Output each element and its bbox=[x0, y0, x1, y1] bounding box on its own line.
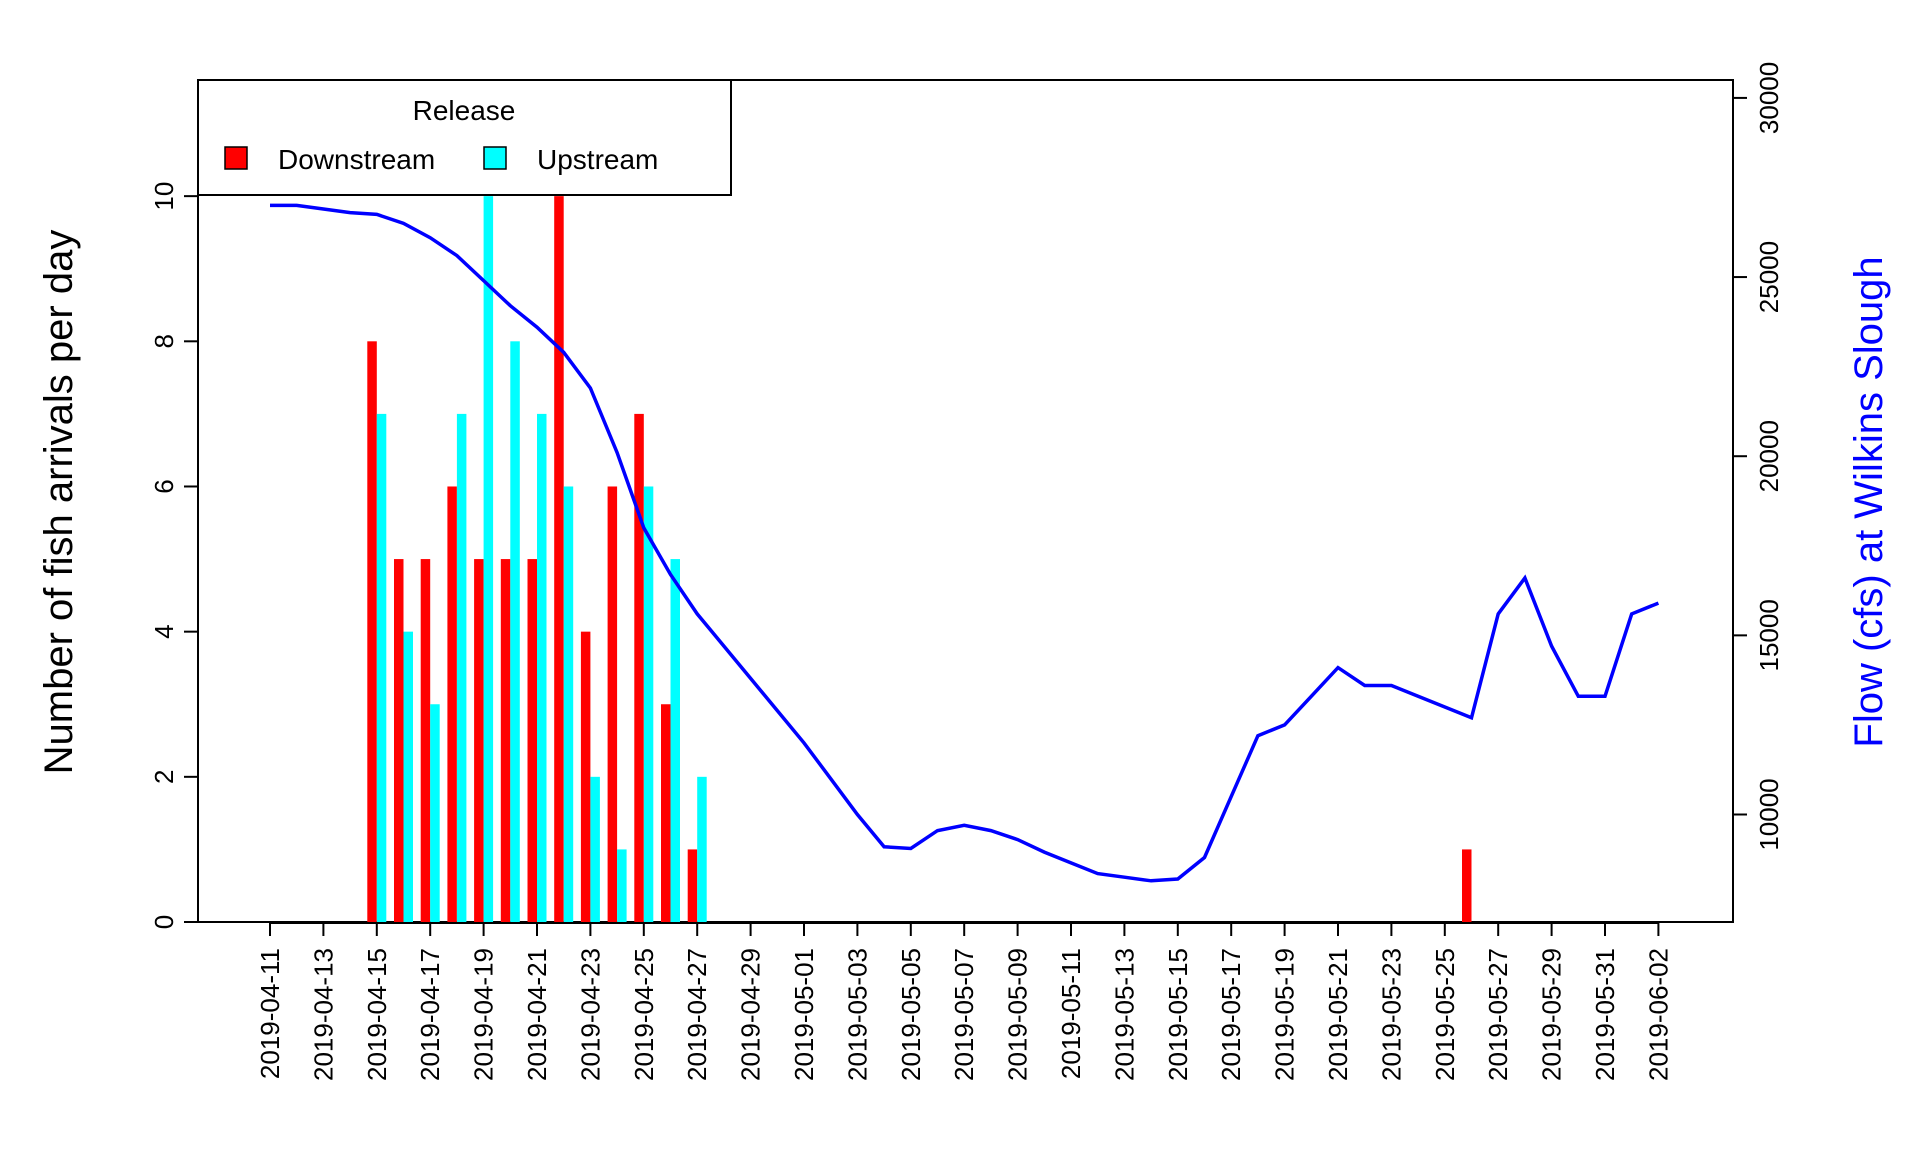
bars-layer bbox=[367, 196, 1472, 923]
x-tick-label-2019-05-23: 2019-05-23 bbox=[1376, 948, 1406, 1081]
x-tick-label-2019-05-05: 2019-05-05 bbox=[896, 948, 926, 1081]
x-tick-label-2019-05-27: 2019-05-27 bbox=[1483, 948, 1513, 1081]
y2-tick-label-15000: 15000 bbox=[1754, 599, 1784, 671]
bar-upstream-2019-04-15 bbox=[376, 413, 387, 922]
x-tick-label-2019-05-13: 2019-05-13 bbox=[1109, 948, 1139, 1081]
x-tick-label-2019-05-21: 2019-05-21 bbox=[1323, 948, 1353, 1081]
x-tick-label-2019-04-17: 2019-04-17 bbox=[415, 948, 445, 1081]
bar-upstream-2019-04-17 bbox=[430, 704, 440, 922]
legend-swatch-downstream bbox=[224, 146, 248, 170]
x-tick-label-2019-04-13: 2019-04-13 bbox=[308, 948, 338, 1081]
x-tick-label-2019-04-21: 2019-04-21 bbox=[522, 948, 552, 1081]
bar-downstream-2019-04-24 bbox=[607, 486, 618, 922]
x-tick-label-2019-06-02: 2019-06-02 bbox=[1643, 948, 1673, 1081]
x-tick-label-2019-05-15: 2019-05-15 bbox=[1163, 948, 1193, 1081]
x-tick-label-2019-05-09: 2019-05-09 bbox=[1003, 948, 1033, 1081]
flow-line bbox=[270, 203, 1660, 883]
legend-swatch-upstream bbox=[483, 146, 507, 170]
bar-upstream-2019-04-25 bbox=[643, 486, 654, 922]
y2-tick-label-25000: 25000 bbox=[1754, 241, 1784, 313]
bar-upstream-2019-04-27 bbox=[697, 776, 707, 922]
bar-downstream-2019-04-22 bbox=[554, 196, 564, 922]
x-tick-label-2019-05-31: 2019-05-31 bbox=[1590, 948, 1620, 1081]
bar-downstream-2019-04-20 bbox=[500, 559, 511, 922]
y-tick-label-8: 8 bbox=[149, 334, 179, 348]
x-tick-label-2019-05-25: 2019-05-25 bbox=[1430, 948, 1460, 1081]
bar-downstream-2019-04-17 bbox=[420, 559, 431, 922]
y2-axis: 10000 15000 20000 25000 30000 bbox=[1732, 62, 1784, 851]
y2-tick-label-20000: 20000 bbox=[1754, 420, 1784, 492]
bar-upstream-2019-04-24 bbox=[617, 849, 627, 922]
x-tick-label-2019-05-07: 2019-05-07 bbox=[949, 948, 979, 1081]
legend-label-downstream: Downstream bbox=[278, 144, 435, 175]
bar-upstream-2019-04-19 bbox=[483, 196, 494, 922]
bar-downstream-2019-04-15 bbox=[367, 341, 377, 923]
x-tick-label-2019-04-29: 2019-04-29 bbox=[736, 948, 766, 1081]
y-tick-label-6: 6 bbox=[149, 479, 179, 493]
x-tick-label-2019-04-23: 2019-04-23 bbox=[575, 948, 605, 1081]
x-tick-label-2019-04-19: 2019-04-19 bbox=[469, 948, 499, 1081]
bar-upstream-2019-04-20 bbox=[510, 341, 520, 923]
bar-upstream-2019-04-18 bbox=[456, 413, 467, 922]
y2-axis-title: Flow (cfs) at Wilkins Slough bbox=[1847, 256, 1891, 747]
bar-upstream-2019-04-21 bbox=[537, 413, 547, 922]
x-tick-label-2019-05-11: 2019-05-11 bbox=[1056, 948, 1086, 1079]
bar-upstream-2019-04-16 bbox=[403, 631, 413, 922]
x-tick-label-2019-04-25: 2019-04-25 bbox=[629, 948, 659, 1081]
x-tick-label-2019-04-11: 2019-04-11 bbox=[255, 948, 285, 1079]
x-tick-label-2019-05-17: 2019-05-17 bbox=[1216, 948, 1246, 1081]
y-tick-label-2: 2 bbox=[149, 770, 179, 784]
x-axis: 2019-04-11 2019-04-13 2019-04-15 2019-04-17… bbox=[255, 922, 1673, 1081]
y-axis-title: Number of fish arrivals per day bbox=[37, 230, 81, 775]
legend-title: Release bbox=[413, 95, 516, 126]
y-tick-label-10: 10 bbox=[149, 182, 179, 211]
x-tick-label-2019-05-19: 2019-05-19 bbox=[1270, 948, 1300, 1081]
x-tick-label-2019-05-03: 2019-05-03 bbox=[842, 948, 872, 1081]
y2-tick-label-10000: 10000 bbox=[1754, 778, 1784, 850]
legend-label-upstream: Upstream bbox=[537, 144, 658, 175]
y-axis: 0 2 4 6 8 10 bbox=[149, 182, 199, 929]
bar-downstream-2019-04-26 bbox=[661, 704, 671, 922]
bar-upstream-2019-04-22 bbox=[563, 486, 574, 922]
bar-downstream-2019-04-18 bbox=[447, 486, 457, 922]
bar-upstream-2019-04-26 bbox=[670, 559, 680, 922]
bar-downstream-2019-05-26 bbox=[1462, 849, 1472, 922]
x-tick-label-2019-05-29: 2019-05-29 bbox=[1537, 948, 1567, 1081]
x-tick-label-2019-04-15: 2019-04-15 bbox=[362, 948, 392, 1081]
y2-tick-label-30000: 30000 bbox=[1754, 62, 1784, 134]
bar-downstream-2019-04-23 bbox=[580, 631, 591, 922]
bar-downstream-2019-04-25 bbox=[634, 413, 644, 922]
legend: Release Downstream Upstream bbox=[197, 79, 732, 196]
bar-upstream-2019-04-23 bbox=[590, 776, 600, 922]
bar-downstream-2019-04-19 bbox=[474, 559, 484, 922]
y-tick-label-4: 4 bbox=[149, 624, 179, 638]
x-tick-label-2019-05-01: 2019-05-01 bbox=[789, 948, 819, 1081]
bar-downstream-2019-04-21 bbox=[527, 559, 537, 922]
x-tick-label-2019-04-27: 2019-04-27 bbox=[682, 948, 712, 1081]
bar-downstream-2019-04-16 bbox=[394, 559, 404, 922]
y-tick-label-0: 0 bbox=[149, 915, 179, 929]
legend-box bbox=[197, 79, 732, 196]
bar-downstream-2019-04-27 bbox=[687, 849, 698, 922]
